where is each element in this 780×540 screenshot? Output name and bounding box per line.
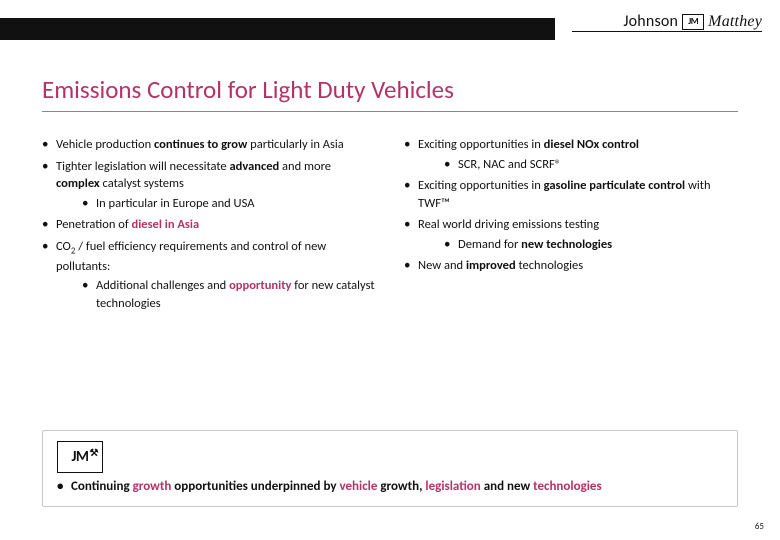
- sub-bullet-item: In particular in Europe and USA: [82, 195, 376, 213]
- sub-bullet-list: Demand for new technologies: [418, 236, 738, 254]
- sub-bullet-list: Additional challenges and opportunity fo…: [56, 277, 376, 312]
- body-columns: Vehicle production continues to grow par…: [0, 118, 780, 316]
- hammers-icon: ⚒: [90, 446, 98, 459]
- text-fragment: advanced: [229, 159, 279, 174]
- brand-underline: [572, 31, 762, 32]
- sub-bullet-item: SCR, NAC and SCRF®: [444, 156, 738, 174]
- bullet-item: New and improved technologies: [404, 257, 738, 275]
- right-bullet-list: Exciting opportunities in diesel NOx con…: [404, 136, 738, 275]
- text-fragment: growth: [133, 479, 172, 494]
- text-fragment: Exciting opportunities in: [418, 137, 544, 152]
- text-fragment: Continuing: [71, 479, 133, 494]
- text-fragment: technologies: [533, 479, 602, 494]
- text-fragment: opportunity: [229, 278, 291, 293]
- brand-logo: Johnson JM Matthey: [572, 12, 762, 32]
- summary-box: JM ⚒ Continuing growth opportunities und…: [42, 430, 738, 507]
- text-fragment: Exciting opportunities in: [418, 178, 544, 193]
- text-fragment: Additional challenges and: [96, 278, 229, 293]
- text-fragment: and more: [279, 159, 331, 174]
- bullet-item: Tighter legislation will necessitate adv…: [42, 158, 376, 213]
- left-column: Vehicle production continues to grow par…: [42, 136, 376, 316]
- text-fragment: New and: [418, 258, 466, 273]
- summary-bullet: Continuing growth opportunities underpin…: [57, 479, 723, 494]
- text-fragment: SCR, NAC and SCRF®: [458, 157, 561, 172]
- text-fragment: catalyst systems: [100, 176, 184, 191]
- summary-bullet-list: Continuing growth opportunities underpin…: [57, 479, 723, 494]
- header-band: Johnson JM Matthey: [0, 0, 780, 46]
- right-column: Exciting opportunities in diesel NOx con…: [404, 136, 738, 316]
- text-fragment: complex: [56, 176, 100, 191]
- text-fragment: continues to grow: [154, 137, 247, 152]
- bullet-item: Penetration of diesel in Asia: [42, 216, 376, 234]
- text-fragment: In particular in Europe and USA: [96, 196, 254, 211]
- sub-bullet-list: In particular in Europe and USA: [56, 195, 376, 213]
- text-fragment: particularly in Asia: [247, 137, 343, 152]
- sub-bullet-item: Additional challenges and opportunity fo…: [82, 277, 376, 312]
- text-fragment: growth,: [377, 479, 425, 494]
- bullet-item: Vehicle production continues to grow par…: [42, 136, 376, 154]
- bullet-item: Exciting opportunities in gasoline parti…: [404, 177, 738, 212]
- text-fragment: diesel NOx control: [544, 137, 639, 152]
- brand-word-1: Johnson: [623, 12, 678, 31]
- text-fragment: vehicle: [339, 479, 377, 494]
- brand-word-2: Matthey: [708, 13, 762, 31]
- text-fragment: new technologies: [521, 237, 612, 252]
- summary-monogram-icon: JM ⚒: [57, 441, 103, 473]
- brand-monogram-icon: JM: [682, 14, 704, 30]
- text-fragment: Vehicle production: [56, 137, 154, 152]
- text-fragment: gasoline particulate control: [544, 178, 685, 193]
- bullet-item: Real world driving emissions testing Dema…: [404, 216, 738, 253]
- text-fragment: legislation: [425, 479, 480, 494]
- text-fragment: / fuel efficiency requirements and contr…: [56, 239, 326, 274]
- title-region: Emissions Control for Light Duty Vehicle…: [0, 46, 780, 118]
- text-fragment: Real world driving emissions testing: [418, 217, 599, 232]
- sub-bullet-item: Demand for new technologies: [444, 236, 738, 254]
- text-fragment: Penetration of: [56, 217, 132, 232]
- text-fragment: diesel in Asia: [132, 217, 200, 232]
- bullet-item: Exciting opportunities in diesel NOx con…: [404, 136, 738, 173]
- text-fragment: improved: [466, 258, 516, 273]
- summary-monogram-text: JM: [71, 448, 88, 466]
- text-fragment: Demand for: [458, 237, 521, 252]
- text-fragment: technologies: [516, 258, 583, 273]
- text-fragment: Tighter legislation will necessitate: [56, 159, 229, 174]
- header-dark-bar: [0, 18, 555, 40]
- bullet-item: CO2 / fuel efficiency requirements and c…: [42, 238, 376, 313]
- left-bullet-list: Vehicle production continues to grow par…: [42, 136, 376, 312]
- page-number: 65: [755, 521, 764, 532]
- text-fragment: and new: [481, 479, 533, 494]
- text-fragment: CO: [56, 239, 71, 254]
- slide-title: Emissions Control for Light Duty Vehicle…: [42, 74, 738, 112]
- brand-logo-line: Johnson JM Matthey: [623, 12, 762, 31]
- text-fragment: opportunities underpinned by: [171, 479, 339, 494]
- sub-bullet-list: SCR, NAC and SCRF®: [418, 156, 738, 174]
